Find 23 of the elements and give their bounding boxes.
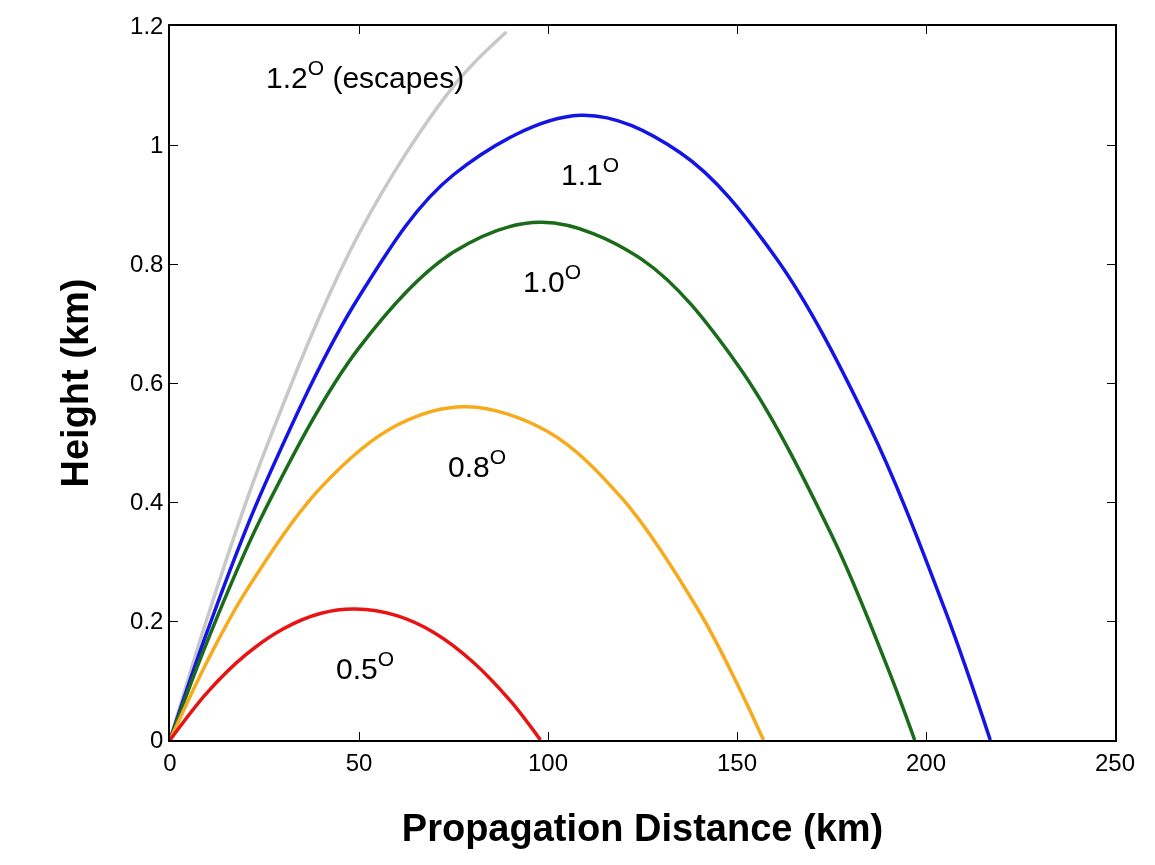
y-tick-label: 0.6: [130, 369, 164, 397]
y-tick-label: 1.2: [130, 12, 164, 40]
y-tick-label: 0.2: [130, 607, 164, 635]
y-tick-label: 0.8: [130, 250, 164, 278]
line-series: [170, 220, 917, 740]
y-tick-label: 0: [150, 726, 164, 754]
x-tick-label: 200: [905, 748, 947, 776]
x-tick-label: 100: [527, 748, 569, 776]
series-label: 1.0$^{O}$: [523, 260, 582, 298]
x-axis-title: Propagation Distance (km): [401, 807, 884, 850]
series-label: 0.5$^{O}$: [336, 647, 395, 685]
y-axis-title: Height (km): [53, 278, 96, 488]
x-tick-label: 150: [716, 748, 758, 776]
line-series: [170, 113, 993, 740]
series-label: 1.2$^{O}$ (escapes): [266, 56, 465, 94]
y-tick-label: 0.4: [130, 488, 164, 516]
x-tick-label: 50: [345, 748, 373, 776]
series-label: 1.1$^{O}$: [561, 153, 620, 191]
y-tick-label: 1: [150, 131, 164, 159]
line-series: [170, 607, 543, 740]
line-series: [170, 405, 766, 740]
series-label: 0.8$^{O}$: [448, 445, 507, 483]
x-tick-label: 250: [1094, 748, 1136, 776]
